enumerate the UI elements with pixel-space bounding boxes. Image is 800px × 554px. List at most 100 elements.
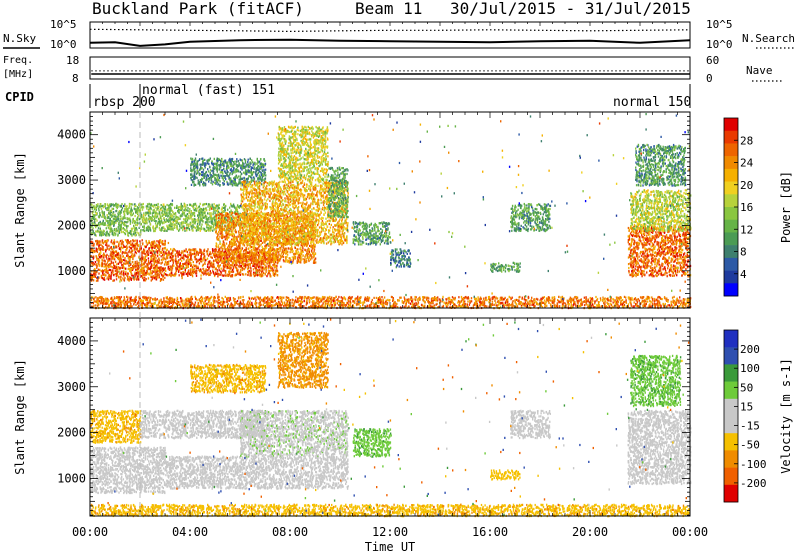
heat-cell (247, 263, 248, 265)
heat-cell (198, 229, 199, 231)
heat-cell (99, 269, 100, 271)
heat-cell (161, 259, 162, 261)
heat-cell (164, 219, 165, 221)
heat-cell (98, 209, 99, 211)
heat-cell (173, 216, 174, 218)
heat-cell (132, 239, 133, 241)
heat-cell (212, 250, 213, 252)
heat-cell (158, 249, 159, 251)
heat-cell (177, 216, 178, 218)
heat-cell (96, 248, 97, 250)
heat-cell (171, 218, 172, 220)
heat-cell (93, 276, 94, 278)
heat-cell (101, 231, 102, 233)
heat-cell (161, 220, 162, 222)
heat-cell (106, 246, 107, 248)
heat-cell (206, 226, 207, 228)
heat-cell (131, 273, 132, 275)
heat-cell (176, 250, 177, 252)
heat-cell (130, 258, 131, 260)
heat-cell (154, 263, 155, 265)
heat-cell (191, 205, 192, 207)
heat-cell (129, 270, 130, 272)
heat-cell (202, 209, 203, 211)
heat-cell (186, 227, 187, 229)
heat-cell (205, 230, 206, 232)
heat-cell (104, 266, 105, 268)
heat-cell (210, 256, 211, 258)
heat-cell (144, 274, 145, 276)
heat-cell (144, 222, 145, 224)
heat-cell (178, 218, 179, 220)
heat-cell (161, 227, 162, 229)
heat-cell (111, 223, 112, 225)
heat-cell (162, 267, 163, 269)
heat-cell (107, 204, 108, 206)
heat-cell (160, 270, 161, 272)
heat-cell (127, 275, 128, 277)
heat-cell (137, 276, 138, 278)
cpid-label: CPID (5, 90, 34, 104)
heat-cell (104, 277, 105, 279)
heat-cell (115, 250, 116, 252)
heat-cell (94, 223, 95, 225)
heat-cell (213, 211, 214, 213)
heat-cell (142, 272, 143, 274)
heat-cell (110, 269, 111, 271)
heat-cell (186, 215, 187, 217)
heat-cell (108, 212, 109, 214)
heat-cell (118, 263, 119, 265)
heat-cell (104, 274, 105, 276)
heat-cell (164, 243, 165, 245)
heat-cell (213, 264, 214, 266)
heat-cell (98, 247, 99, 249)
heat-cell (194, 218, 195, 220)
heat-cell (208, 217, 209, 219)
heat-cell (121, 242, 122, 244)
heat-cell (188, 269, 189, 271)
heat-cell (163, 279, 164, 281)
heat-cell (198, 217, 199, 219)
heat-cell (250, 267, 251, 269)
heat-cell (198, 210, 199, 212)
heat-cell (131, 253, 132, 255)
heat-cell (124, 205, 125, 207)
heat-cell (101, 208, 102, 210)
heat-cell (146, 255, 147, 257)
heat-cell (110, 210, 111, 212)
heat-cell (161, 230, 162, 232)
freq-tick-top: 18 (66, 54, 79, 67)
heat-cell (131, 203, 132, 205)
heat-cell (135, 221, 136, 223)
heat-cell (165, 258, 166, 260)
heat-cell (97, 230, 98, 232)
freq-lines (91, 71, 690, 74)
heat-cell (111, 214, 112, 216)
heat-cell (166, 230, 167, 232)
heat-cell (158, 258, 159, 260)
heat-cell (119, 261, 120, 263)
heat-cell (184, 254, 185, 256)
heat-cell (128, 207, 129, 209)
heat-cell (159, 243, 160, 245)
heat-cell (135, 211, 136, 213)
heat-cell (130, 233, 131, 235)
heat-cell (121, 271, 122, 273)
heat-cell (153, 246, 154, 248)
noise-lines (90, 22, 690, 46)
heat-cell (214, 228, 215, 230)
heat-cell (134, 247, 135, 249)
heat-cell (102, 263, 103, 265)
heat-cell (121, 218, 122, 220)
heat-cell (170, 203, 171, 205)
heat-cell (144, 217, 145, 219)
heat-cell (176, 207, 177, 209)
heat-cell (150, 258, 151, 260)
heat-cell (153, 267, 154, 269)
heat-cell (96, 265, 97, 267)
heat-cell (100, 244, 101, 246)
heat-cell (163, 251, 164, 253)
heat-cell (102, 239, 103, 241)
heat-cell (237, 273, 238, 275)
heat-cell (161, 241, 162, 243)
